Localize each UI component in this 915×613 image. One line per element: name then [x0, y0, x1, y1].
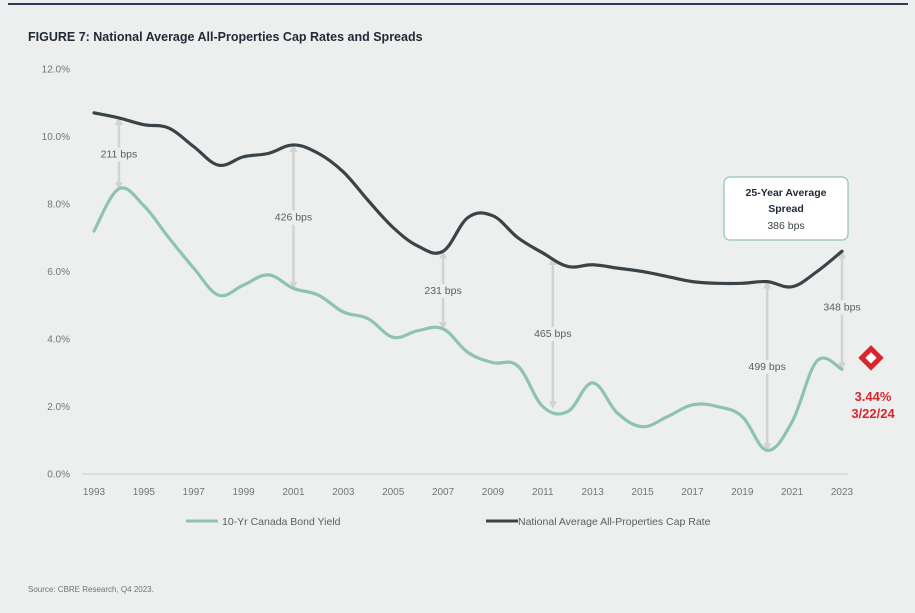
y-tick-label: 4.0% — [47, 335, 70, 346]
x-tick-label: 2005 — [382, 487, 405, 498]
top-rule — [8, 3, 908, 5]
x-tick-label: 2015 — [631, 487, 654, 498]
x-tick-label: 1999 — [232, 487, 255, 498]
x-tick-label: 2017 — [681, 487, 704, 498]
spread-label: 465 bps — [534, 328, 571, 340]
current-marker-date: 3/22/24 — [851, 406, 895, 421]
x-tick-label: 2019 — [731, 487, 754, 498]
avg-spread-title: 25-Year Average — [746, 187, 827, 199]
spread-label: 499 bps — [749, 361, 786, 373]
x-tick-label: 2013 — [582, 487, 605, 498]
spread-label: 211 bps — [101, 148, 138, 160]
y-tick-label: 12.0% — [42, 65, 70, 76]
avg-spread-value: 386 bps — [767, 220, 804, 232]
spread-label-bg — [96, 147, 142, 162]
bond-yield-line — [92, 186, 844, 452]
current-marker-center — [865, 352, 877, 364]
x-tick-label: 1993 — [83, 487, 106, 498]
x-tick-label: 2023 — [831, 487, 854, 498]
x-tick-label: 2001 — [282, 487, 305, 498]
y-tick-label: 2.0% — [47, 402, 70, 413]
spread-label-bg — [420, 284, 466, 299]
x-tick-label: 1997 — [183, 487, 206, 498]
spread-label-bg — [270, 210, 317, 225]
y-tick-label: 6.0% — [47, 267, 70, 278]
x-tick-label: 2003 — [332, 487, 355, 498]
spread-label: 231 bps — [424, 285, 461, 297]
spread-label-bg — [819, 300, 865, 315]
y-tick-label: 10.0% — [42, 132, 70, 143]
x-tick-label: 1995 — [133, 487, 156, 498]
legend-label-bond: 10-Yr Canada Bond Yield — [222, 516, 341, 528]
x-tick-label: 2021 — [781, 487, 804, 498]
legend-label-cap: National Average All-Properties Cap Rate — [518, 516, 711, 528]
y-tick-label: 0.0% — [47, 470, 70, 481]
x-tick-label: 2009 — [482, 487, 505, 498]
spread-label-bg — [744, 360, 790, 374]
avg-spread-box — [723, 176, 849, 241]
spread-label-bg — [530, 327, 576, 342]
source-note: Source: CBRE Research, Q4 2023. — [28, 585, 154, 594]
y-tick-label: 8.0% — [47, 200, 70, 211]
x-tick-label: 2011 — [532, 487, 554, 498]
x-tick-label: 2007 — [432, 487, 455, 498]
figure-title: FIGURE 7: National Average All-Propertie… — [28, 30, 423, 44]
avg-spread-title: Spread — [768, 203, 804, 215]
cap-rate-line — [92, 111, 844, 289]
current-marker-value: 3.44% — [855, 389, 892, 404]
spread-label: 348 bps — [823, 301, 860, 313]
spread-label: 426 bps — [275, 212, 312, 224]
